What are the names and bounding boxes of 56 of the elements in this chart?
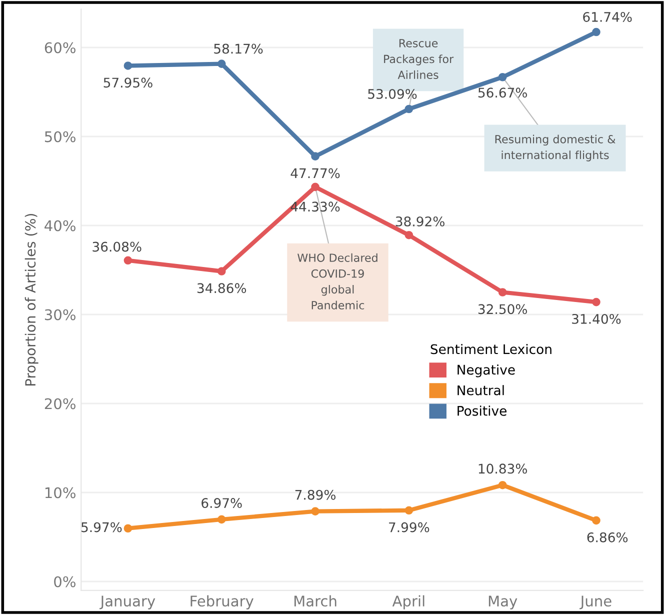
point bbox=[592, 516, 600, 525]
point bbox=[311, 152, 320, 161]
annotation: Resuming domestic & international flights bbox=[495, 134, 616, 162]
x-tick-label: June bbox=[580, 596, 612, 610]
point bbox=[124, 256, 132, 265]
point bbox=[592, 298, 600, 306]
y-tick-label: 30% bbox=[44, 309, 76, 320]
point bbox=[498, 72, 507, 82]
data-label: 56.67% bbox=[478, 88, 527, 98]
data-label: 5.97% bbox=[82, 522, 122, 532]
data-label: 38.92% bbox=[396, 216, 444, 226]
point bbox=[124, 62, 132, 70]
y-axis-title: Proportion of Articles (%) bbox=[24, 214, 38, 386]
x-tick-label: March bbox=[294, 595, 336, 607]
annotation: Rescue Packages for Airlines bbox=[384, 39, 454, 79]
point bbox=[311, 507, 320, 516]
data-label: 7.99% bbox=[389, 522, 430, 532]
point bbox=[124, 524, 132, 533]
y-tick-label: 20% bbox=[44, 398, 76, 410]
data-label: 31.40% bbox=[572, 314, 621, 324]
data-label: 7.89% bbox=[295, 490, 336, 500]
data-label: 57.95% bbox=[104, 78, 152, 88]
legend-label: Negative bbox=[458, 364, 515, 378]
data-label: 47.77% bbox=[290, 168, 340, 178]
annotation: WHO Declared COVID-19 global Pandemic bbox=[298, 253, 378, 310]
y-tick-label: 0% bbox=[54, 576, 76, 588]
x-tick-label: February bbox=[190, 595, 254, 610]
data-label: 61.74% bbox=[583, 12, 632, 22]
legend-title: Sentiment Lexicon bbox=[430, 344, 552, 354]
legend-label: Positive bbox=[458, 406, 506, 416]
y-tick-label: 40% bbox=[44, 220, 76, 232]
x-tick-label: May bbox=[488, 596, 518, 610]
point bbox=[311, 182, 320, 192]
x-tick-label: January bbox=[100, 596, 156, 610]
point bbox=[217, 267, 226, 276]
point bbox=[404, 230, 414, 240]
data-label: 6.86% bbox=[587, 532, 628, 542]
point bbox=[217, 515, 226, 524]
data-label: 58.17% bbox=[214, 44, 263, 54]
point bbox=[404, 506, 414, 515]
data-label: 36.08% bbox=[92, 242, 142, 252]
legend-label: Neutral bbox=[458, 385, 504, 396]
y-tick-label: 10% bbox=[45, 487, 76, 498]
data-label: 34.86% bbox=[197, 283, 246, 294]
point bbox=[217, 60, 226, 68]
data-label: 10.83% bbox=[478, 464, 527, 474]
x-tick-label: April bbox=[392, 595, 424, 610]
point bbox=[498, 288, 507, 296]
y-tick-label: 60% bbox=[44, 42, 76, 54]
point bbox=[404, 104, 414, 114]
point bbox=[592, 28, 600, 36]
point bbox=[498, 480, 507, 490]
y-tick-label: 50% bbox=[44, 131, 76, 142]
data-label: 53.09% bbox=[368, 88, 417, 99]
data-label: 6.97% bbox=[202, 498, 242, 508]
data-label: 32.50% bbox=[478, 304, 527, 314]
